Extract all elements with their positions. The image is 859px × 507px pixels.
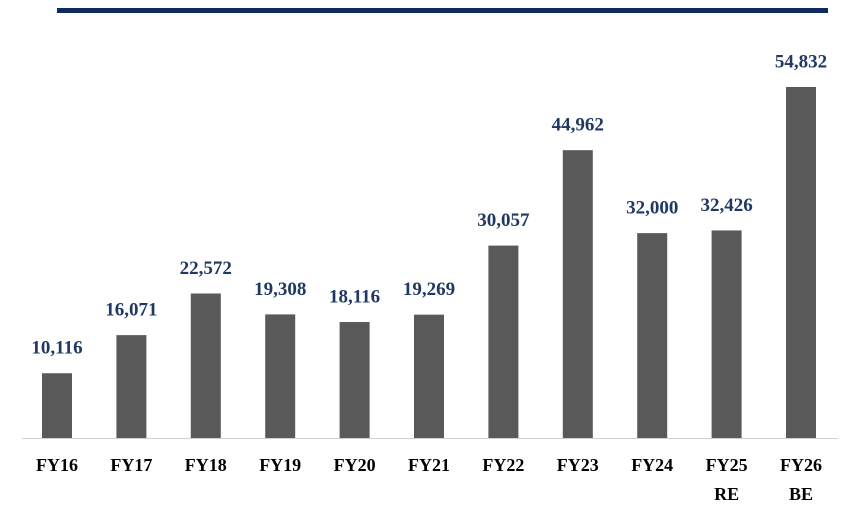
bar: [637, 233, 668, 438]
category-label-line: FY17: [110, 455, 152, 475]
value-label: 30,057: [477, 210, 530, 231]
value-label: 19,269: [403, 279, 455, 300]
bar: [190, 293, 221, 438]
category-label: FY20: [334, 455, 376, 475]
category-label-line: FY23: [557, 455, 599, 475]
category-label-line: FY24: [631, 455, 673, 475]
category-label: FY25 RE: [706, 455, 748, 504]
category-label-line: RE: [714, 484, 739, 504]
category-label-line: FY22: [482, 455, 524, 475]
value-label: 44,962: [552, 115, 604, 136]
header-rule: [57, 8, 828, 13]
category-label-line: FY21: [408, 455, 450, 475]
category-label-line: FY25: [706, 455, 748, 475]
category-label: FY23: [557, 455, 599, 475]
category-label-line: FY26: [780, 455, 822, 475]
category-label-line: BE: [789, 484, 813, 504]
bar: [488, 245, 519, 438]
category-label-line: FY16: [36, 455, 78, 475]
value-label: 19,308: [254, 279, 306, 300]
bar: [786, 87, 816, 438]
bar: [42, 373, 72, 438]
value-label: 32,426: [700, 195, 752, 216]
category-label-line: FY19: [259, 455, 301, 475]
value-label: 32,000: [626, 198, 678, 219]
value-label: 18,116: [329, 286, 380, 307]
bar: [711, 230, 742, 438]
category-label: FY22: [482, 455, 524, 475]
bar: [265, 314, 296, 438]
bar: [339, 322, 370, 438]
category-label: FY19: [259, 455, 301, 475]
bar: [414, 314, 444, 438]
category-label: FY26 BE: [780, 455, 822, 504]
category-label: FY17: [110, 455, 152, 475]
bar: [116, 335, 147, 438]
category-label: FY18: [185, 455, 227, 475]
bar: [562, 150, 593, 439]
category-label-line: FY20: [334, 455, 376, 475]
category-label-line: FY18: [185, 455, 227, 475]
category-label: FY16: [36, 455, 78, 475]
value-label: 16,071: [105, 299, 157, 320]
category-label: FY21: [408, 455, 450, 475]
category-label: FY24: [631, 455, 673, 475]
value-label: 22,572: [180, 258, 232, 279]
value-label: 54,832: [775, 51, 827, 72]
value-label: 10,116: [31, 338, 82, 359]
